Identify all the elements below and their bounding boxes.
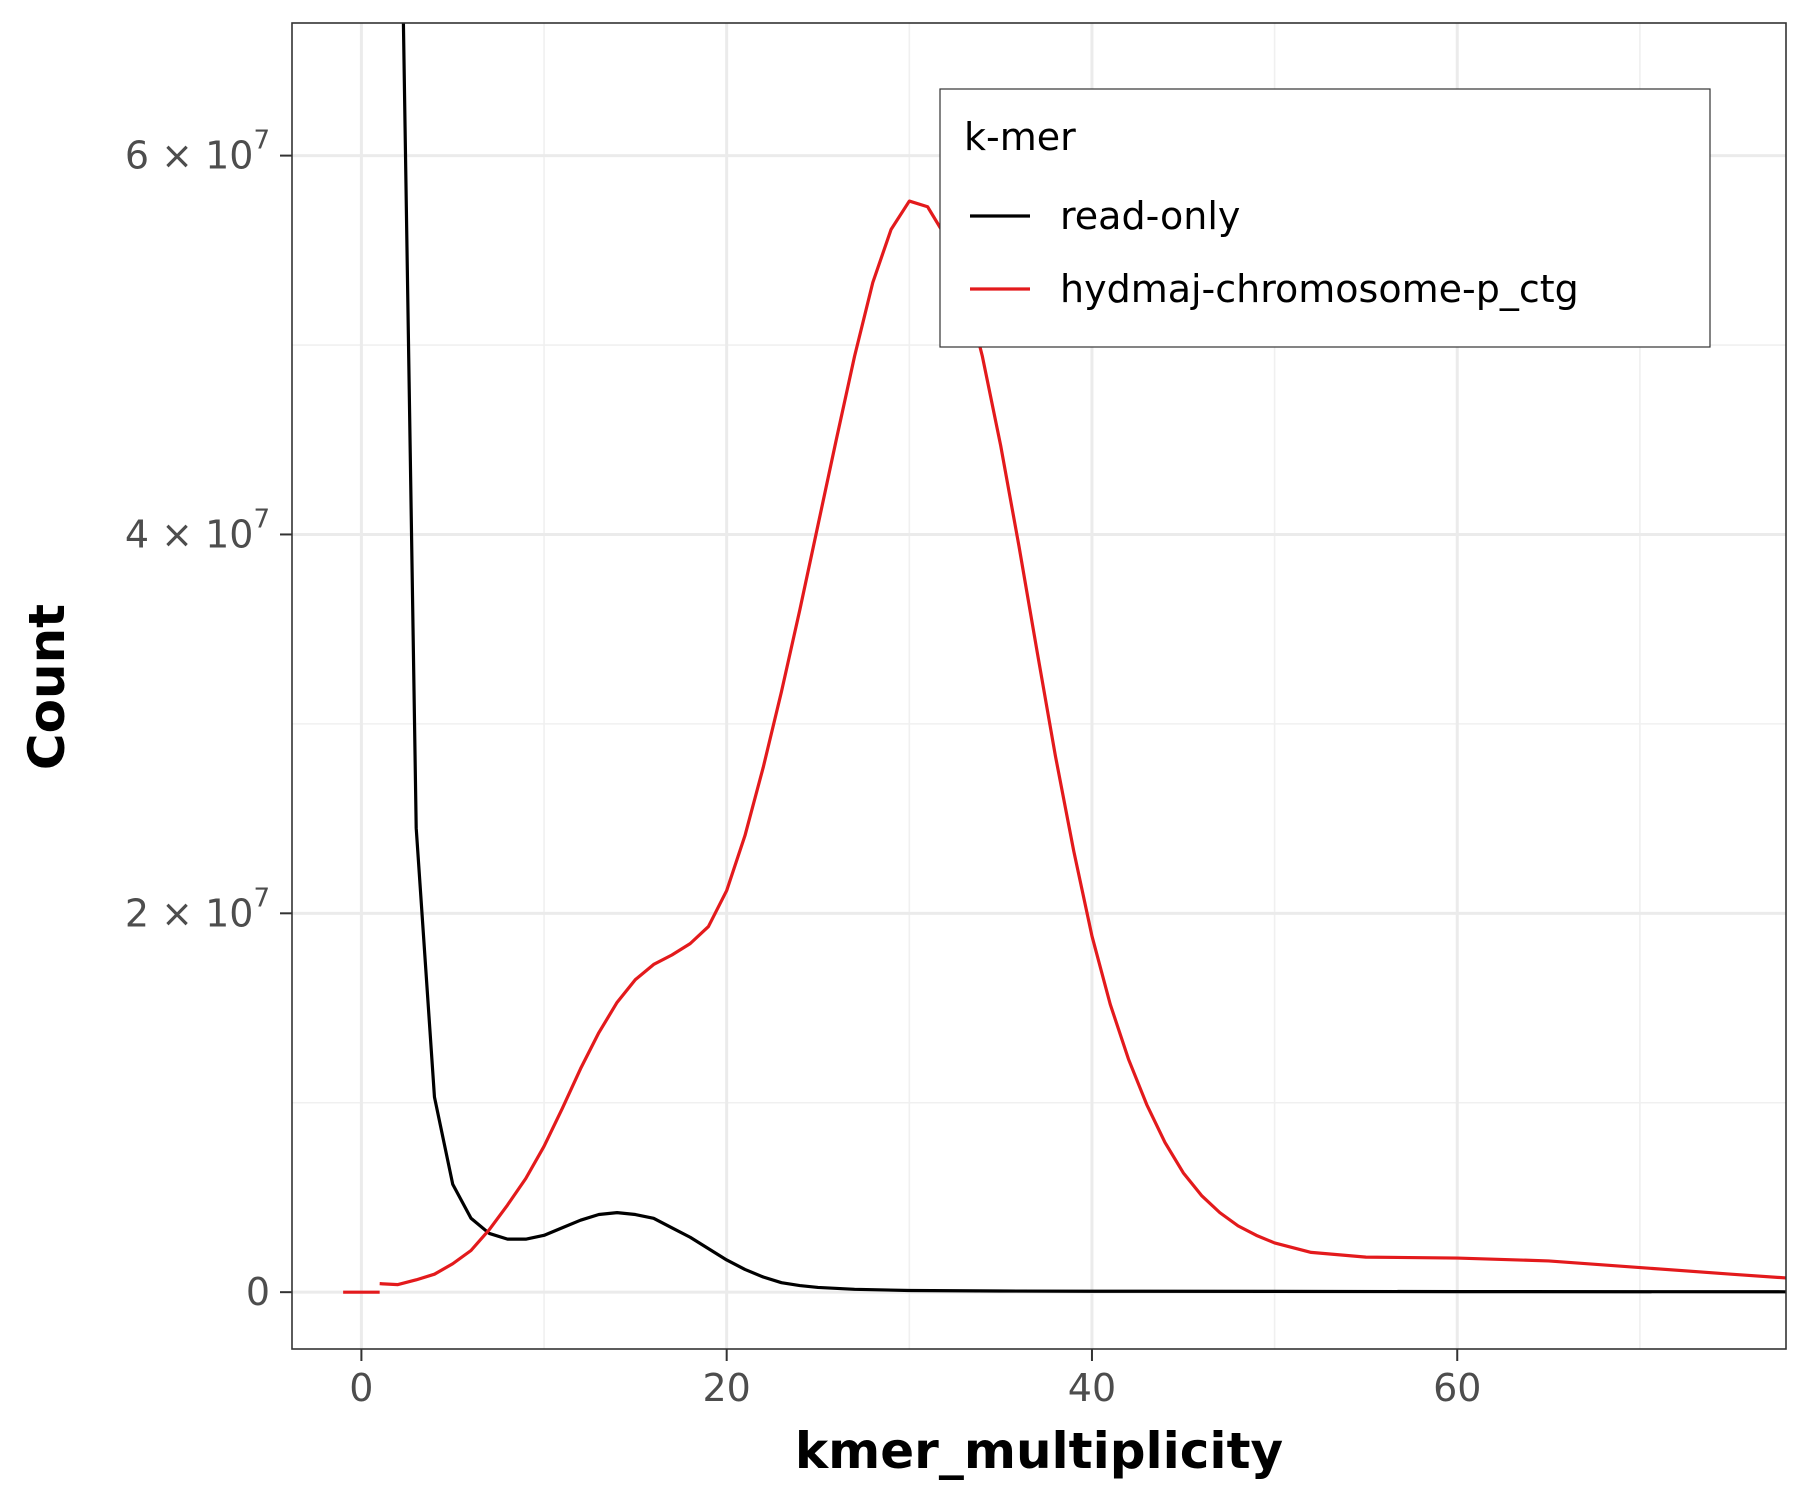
- x-tick-label: 0: [349, 1366, 373, 1410]
- legend-entries: read-only hydmaj-chromosome-p_ctg: [970, 194, 1579, 311]
- y-tick-label: 6 × 107: [125, 126, 270, 178]
- y-tick-exponent: 7: [253, 504, 270, 534]
- y-axis-title: Count: [18, 604, 76, 770]
- y-tick-label: 0: [246, 1270, 270, 1314]
- x-axis: 0 20 40 60: [349, 1349, 1481, 1410]
- x-tick-label: 20: [703, 1366, 751, 1410]
- y-tick-mantissa: 6 × 10: [125, 134, 254, 178]
- y-tick-mantissa: 2 × 10: [125, 891, 254, 935]
- x-axis-title: kmer_multiplicity: [795, 1422, 1283, 1480]
- plot-panel-border: [291, 22, 1787, 1350]
- series-line-read-only: [401, 23, 1786, 1294]
- series-lines: [343, 23, 1786, 1294]
- y-tick-mantissa: 0: [246, 1270, 270, 1314]
- legend: k-mer read-only hydmaj-chromosome-p_ctg: [939, 88, 1711, 348]
- y-tick-label: 2 × 107: [125, 883, 270, 935]
- legend-label: hydmaj-chromosome-p_ctg: [1060, 267, 1579, 311]
- y-tick-exponent: 7: [253, 126, 270, 156]
- legend-label: read-only: [1060, 194, 1240, 238]
- legend-box: [939, 88, 1711, 348]
- legend-title: k-mer: [964, 115, 1076, 159]
- x-tick-label: 40: [1068, 1366, 1116, 1410]
- y-tick-label: 4 × 107: [125, 504, 270, 556]
- series-line-assembly-segment-2: [379, 199, 1786, 1287]
- y-tick-exponent: 7: [253, 883, 270, 913]
- y-tick-mantissa: 4 × 10: [125, 512, 254, 556]
- x-tick-label: 60: [1433, 1366, 1481, 1410]
